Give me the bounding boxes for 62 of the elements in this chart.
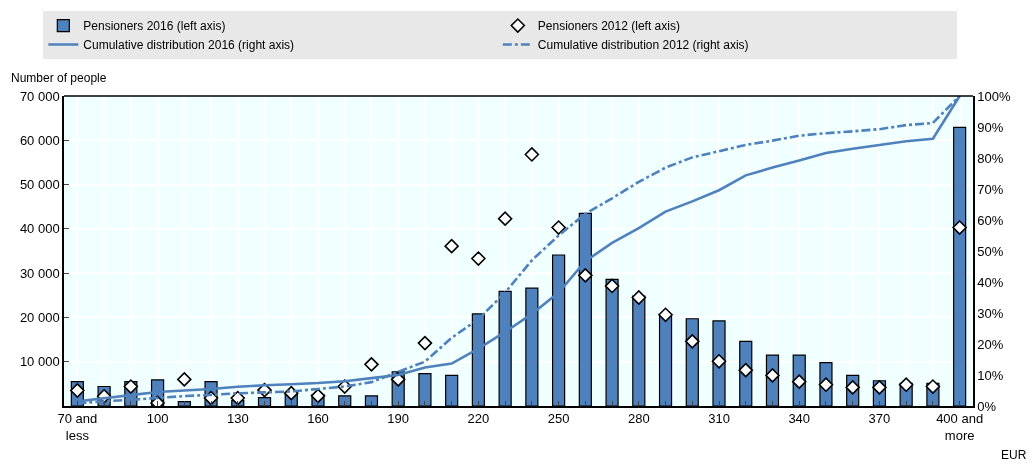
y-tick-label: 20 000 — [19, 309, 60, 325]
y2-tick-label: 70% — [977, 181, 1004, 197]
point — [952, 220, 967, 235]
y2-tick-label: 0% — [977, 398, 997, 414]
point — [310, 388, 326, 404]
y-tick-label: 60 000 — [19, 132, 60, 148]
point — [845, 380, 860, 395]
point — [791, 374, 807, 389]
y-tick-label: 30 000 — [19, 265, 60, 281]
point — [364, 357, 379, 372]
point — [898, 377, 914, 393]
point — [738, 362, 754, 378]
y-tick-label: 50 000 — [19, 177, 60, 193]
point — [925, 379, 941, 394]
x-tick-label: 130 — [226, 411, 249, 427]
point — [604, 278, 620, 294]
y2-tick-label: 80% — [977, 150, 1004, 166]
point — [658, 307, 673, 323]
point — [471, 251, 486, 266]
legend-label: Pensioners 2016 (left axis) — [83, 19, 226, 34]
x-tick-label: 220 — [467, 411, 490, 427]
y-axis-title: Number of people — [11, 71, 107, 85]
point — [872, 380, 887, 395]
x-tick-label: 190 — [387, 411, 410, 427]
x-tick-label: 160 — [307, 411, 329, 427]
point — [578, 268, 593, 283]
legend-label: Cumulative distribution 2016 (right axis) — [83, 38, 295, 53]
point — [70, 383, 85, 398]
point — [551, 220, 566, 235]
x-tick-label: 100 — [146, 411, 169, 427]
y2-tick-label: 20% — [977, 336, 1004, 352]
x-tick-label: 280 — [627, 411, 650, 427]
point — [631, 290, 647, 305]
point — [230, 390, 246, 406]
y2-tick-label: 50% — [977, 243, 1004, 259]
x-axis-title: EUR — [1001, 448, 1027, 462]
y2-tick-label: 30% — [977, 305, 1004, 321]
x-tick-label: 70 and less — [57, 411, 98, 444]
y2-tick-label: 60% — [977, 212, 1004, 228]
x-tick-label: 250 — [547, 411, 570, 427]
y-tick-label: 10 000 — [19, 354, 60, 370]
point — [684, 334, 700, 349]
point — [765, 368, 780, 383]
y2-tick-label: 90% — [977, 119, 1004, 135]
point — [524, 147, 540, 162]
y2-tick-label: 100% — [977, 88, 1012, 104]
point — [497, 211, 513, 226]
legend-label: Cumulative distribution 2012 (right axis) — [537, 38, 749, 53]
x-tick-label: 340 — [788, 411, 811, 427]
y-tick-label: 70 000 — [19, 88, 60, 104]
y-tick-label: 40 000 — [19, 221, 60, 237]
legend-label: Pensioners 2012 (left axis) — [537, 19, 680, 34]
point — [444, 238, 459, 254]
x-tick-label: 310 — [708, 411, 730, 427]
point — [177, 372, 192, 387]
x-tick-label: 370 — [868, 411, 891, 427]
point — [417, 335, 433, 351]
y2-tick-label: 10% — [977, 367, 1004, 383]
x-tick-label: 400 and more — [936, 411, 984, 444]
point — [123, 379, 139, 394]
y2-tick-label: 40% — [977, 274, 1004, 290]
point — [818, 377, 834, 393]
